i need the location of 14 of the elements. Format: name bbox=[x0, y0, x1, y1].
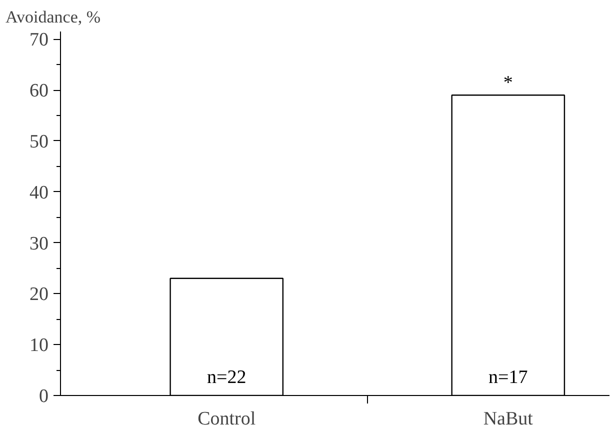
y-tick-label: 20 bbox=[30, 284, 48, 306]
y-tick-label: 50 bbox=[30, 131, 48, 152]
y-tick-label: 60 bbox=[30, 80, 48, 102]
x-tick-label: Control bbox=[198, 408, 256, 430]
y-tick-label: 0 bbox=[39, 386, 48, 407]
annotation: n=17 bbox=[488, 367, 528, 388]
y-tick-label: 40 bbox=[30, 182, 48, 204]
y-tick-label: 30 bbox=[30, 233, 48, 254]
y-tick-label: 10 bbox=[30, 335, 48, 356]
x-tick-label: NaBut bbox=[483, 408, 534, 430]
y-tick-label: 70 bbox=[30, 30, 48, 51]
annotation: * bbox=[503, 72, 513, 94]
y-axis-title: Avoidance, % bbox=[6, 8, 101, 26]
annotation: n=22 bbox=[207, 367, 246, 388]
